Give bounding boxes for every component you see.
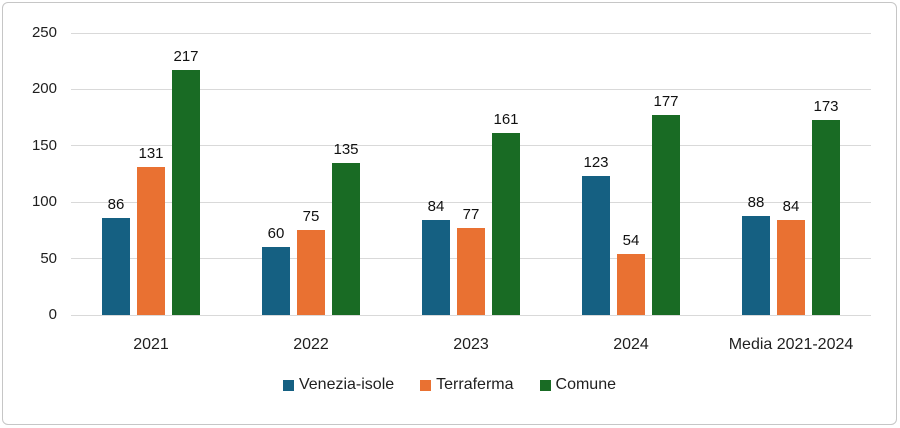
- x-tick-label: 2024: [613, 336, 649, 353]
- bar-value-label: 173: [813, 97, 839, 115]
- y-tick-label: 150: [31, 136, 57, 154]
- y-tick-label: 250: [31, 24, 57, 41]
- x-tick-label: 2022: [293, 336, 329, 353]
- bar-value-label: 60: [267, 225, 285, 243]
- bar: [652, 115, 680, 315]
- bar: [457, 228, 485, 315]
- y-tick-label: 200: [31, 80, 57, 98]
- gridline: [71, 201, 871, 203]
- bar: [332, 162, 360, 315]
- bar: [777, 220, 805, 315]
- legend-swatch: [539, 379, 551, 391]
- bar-value-label: 88: [747, 193, 765, 211]
- bar-value-label: 84: [782, 198, 800, 216]
- bar-value-label: 84: [427, 198, 445, 216]
- legend-label: Comune: [555, 376, 616, 393]
- bar-value-label: 177: [653, 93, 679, 111]
- plot-area: 86 131 217 60 75 135 84 77 161 123 54 177 88 84 173: [71, 32, 871, 316]
- gridline: [71, 32, 871, 34]
- x-tick-label: Media 2021-2024: [728, 336, 854, 353]
- legend-label: Venezia-isole: [298, 376, 395, 393]
- bar: [137, 167, 165, 315]
- gridline: [71, 145, 871, 147]
- bar-value-label: 123: [583, 154, 609, 172]
- y-tick-label: 100: [31, 193, 57, 211]
- bar: [297, 230, 325, 315]
- bar: [617, 254, 645, 315]
- legend-item: Venezia-isole: [282, 376, 395, 393]
- legend: Venezia-isole Terraferma Comune: [3, 377, 896, 393]
- legend-swatch: [420, 379, 432, 391]
- legend-label: Terraferma: [436, 376, 514, 393]
- x-tick-label: 2021: [133, 336, 169, 353]
- bar-value-label: 131: [138, 145, 164, 163]
- gridline: [71, 88, 871, 90]
- bar: [742, 215, 770, 315]
- legend-swatch: [282, 379, 294, 391]
- bar: [492, 133, 520, 315]
- bar-value-label: 77: [462, 206, 480, 224]
- bar-value-label: 161: [493, 111, 519, 129]
- legend-item: Terraferma: [420, 376, 514, 393]
- bar: [422, 220, 450, 315]
- bar-value-label: 75: [302, 208, 320, 226]
- bar: [812, 119, 840, 315]
- bar-value-label: 135: [333, 140, 359, 158]
- y-tick-label: 50: [40, 249, 57, 267]
- x-tick-label: 2023: [453, 336, 489, 353]
- bar: [582, 176, 610, 315]
- bar-value-label: 54: [622, 232, 640, 250]
- bar: [102, 218, 130, 315]
- legend-item: Comune: [539, 376, 616, 393]
- bar: [172, 70, 200, 315]
- y-tick-label: 0: [48, 306, 57, 323]
- bar-value-label: 217: [173, 48, 199, 66]
- bar: [262, 247, 290, 315]
- bar-value-label: 86: [107, 196, 125, 213]
- gridline: [71, 314, 871, 316]
